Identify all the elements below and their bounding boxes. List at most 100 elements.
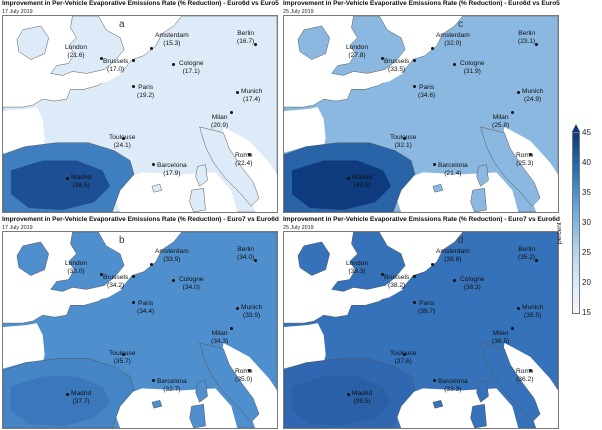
city-marker-madrid — [65, 176, 69, 180]
panel-date: 25 July 2019 — [283, 9, 314, 15]
great-britain-landmass — [331, 16, 406, 76]
city-marker-barcelona — [151, 378, 155, 382]
great-britain-landmass — [50, 16, 125, 76]
map-area: c London (27.8) Amsterdam (32.0) Berlin (23.1)… — [283, 15, 559, 213]
city-value: (25.8) — [492, 121, 510, 129]
city-label-madrid: Madrid (43.5) — [352, 174, 372, 189]
city-value: (38.3) — [463, 283, 481, 291]
city-name: Madrid — [71, 174, 92, 181]
city-value: (39.5) — [353, 397, 371, 405]
panel-title: Improvement in Per-Vehicle Evaporative E… — [2, 0, 279, 7]
english-channel — [331, 285, 404, 304]
sardinia-island — [470, 187, 487, 212]
ireland-landmass — [16, 241, 49, 276]
city-marker-brussels — [412, 274, 416, 278]
english-channel — [50, 69, 123, 88]
mediterranean-sea — [110, 172, 238, 212]
city-value: (24.1) — [113, 141, 131, 149]
panel-date: 25 July 2019 — [283, 225, 314, 231]
city-name: London — [346, 44, 369, 51]
city-value: (34.3) — [211, 337, 229, 345]
balearic-islands — [432, 183, 444, 193]
city-label-barcelona: Barcelona (21.4) — [438, 162, 468, 177]
city-marker-london — [380, 56, 384, 60]
panel-title: Improvement in Per-Vehicle Evaporative E… — [283, 0, 560, 7]
panel-letter: b — [119, 235, 125, 246]
city-value: (33.9) — [163, 255, 181, 263]
city-name: Rome — [235, 152, 253, 159]
map-svg — [3, 16, 277, 212]
map-panel-b: Improvement in Per-Vehicle Evaporative E… — [2, 216, 282, 429]
city-name: Brussels — [384, 274, 410, 281]
map-svg — [3, 232, 277, 428]
great-britain-landmass — [50, 232, 125, 292]
city-marker-paris — [131, 300, 135, 304]
panel-letter: d — [458, 235, 464, 246]
city-label-cologne: Cologne (31.9) — [460, 60, 485, 75]
italy-landmass — [199, 126, 260, 207]
city-marker-amsterdam — [149, 46, 153, 50]
city-label-brussels: Brussels (17.0) — [103, 58, 128, 73]
city-marker-berlin — [534, 42, 538, 46]
bay-of-biscay — [284, 323, 326, 369]
iberia-high-region — [291, 376, 392, 427]
city-label-munich: Munich (35.5) — [522, 304, 543, 319]
city-name: Brussels — [384, 58, 410, 65]
city-name: Brussels — [103, 58, 129, 65]
city-value: (33.5) — [388, 65, 406, 73]
city-marker-cologne — [171, 62, 175, 66]
city-name: Amsterdam — [436, 32, 470, 39]
city-value: (36.5) — [492, 337, 510, 345]
city-marker-toulouse — [402, 352, 406, 356]
city-value: (21.6) — [67, 51, 85, 59]
city-name: Berlin — [237, 246, 255, 253]
city-marker-paris — [131, 84, 135, 88]
north-sea — [122, 16, 178, 56]
city-marker-barcelona — [151, 162, 155, 166]
adriatic-sea — [221, 126, 277, 212]
city-value: (17.0) — [107, 65, 125, 73]
city-value: (23.1) — [518, 37, 536, 45]
balearic-islands — [151, 399, 163, 409]
city-name: Paris — [138, 300, 154, 307]
panel-date: 17 July 2019 — [2, 225, 33, 231]
corsica-island — [476, 164, 489, 187]
city-name: Amsterdam — [436, 248, 470, 255]
bay-of-biscay — [284, 107, 326, 153]
ireland-landmass — [297, 241, 330, 276]
city-label-paris: Paris (34.4) — [137, 300, 154, 315]
city-label-london: London (27.8) — [346, 44, 368, 59]
city-marker-milan — [510, 326, 514, 330]
city-marker-amsterdam — [430, 46, 434, 50]
city-label-berlin: Berlin (16.7) — [237, 30, 254, 45]
city-label-paris: Paris (34.6) — [418, 84, 435, 99]
city-name: Madrid — [71, 390, 92, 397]
city-marker-cologne — [452, 278, 456, 282]
mediterranean-sea — [391, 172, 519, 212]
city-label-paris: Paris (19.2) — [137, 84, 154, 99]
city-marker-berlin — [253, 258, 257, 262]
map-panel-d: Improvement in Per-Vehicle Evaporative E… — [283, 216, 563, 429]
map-panel-a: Improvement in Per-Vehicle Evaporative E… — [2, 0, 282, 213]
city-marker-munich — [235, 306, 239, 310]
city-marker-berlin — [253, 42, 257, 46]
city-name: Toulouse — [390, 350, 417, 357]
city-value: (39.7) — [418, 307, 436, 315]
mediterranean-sea — [110, 388, 238, 428]
city-label-milan: Milan (34.3) — [211, 330, 228, 345]
city-label-toulouse: Toulouse (37.6) — [390, 350, 416, 365]
city-label-berlin: Berlin (23.1) — [518, 30, 535, 45]
city-marker-munich — [516, 306, 520, 310]
city-marker-toulouse — [121, 352, 125, 356]
balearic-islands — [151, 183, 163, 193]
city-marker-milan — [510, 110, 514, 114]
city-label-amsterdam: Amsterdam (38.8) — [436, 248, 470, 263]
city-label-cologne: Cologne (38.3) — [460, 276, 485, 291]
colorbar-gradient — [572, 132, 580, 314]
city-label-rome: Rome (35.0) — [235, 368, 253, 383]
city-value: (35.2) — [518, 253, 536, 261]
city-value: (17.1) — [182, 67, 200, 75]
city-marker-madrid — [346, 392, 350, 396]
mediterranean-sea — [391, 388, 519, 428]
city-name: London — [346, 260, 369, 267]
